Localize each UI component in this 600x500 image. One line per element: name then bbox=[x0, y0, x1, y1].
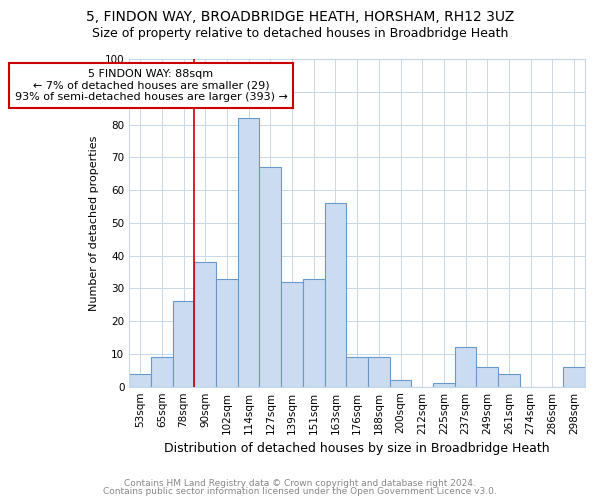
Bar bbox=[194, 262, 216, 386]
Bar bbox=[498, 374, 520, 386]
Text: 5 FINDON WAY: 88sqm
← 7% of detached houses are smaller (29)
93% of semi-detache: 5 FINDON WAY: 88sqm ← 7% of detached hou… bbox=[14, 69, 287, 102]
Text: Contains public sector information licensed under the Open Government Licence v3: Contains public sector information licen… bbox=[103, 487, 497, 496]
Bar bbox=[563, 367, 585, 386]
Bar bbox=[346, 357, 368, 386]
X-axis label: Distribution of detached houses by size in Broadbridge Heath: Distribution of detached houses by size … bbox=[164, 442, 550, 455]
Text: Contains HM Land Registry data © Crown copyright and database right 2024.: Contains HM Land Registry data © Crown c… bbox=[124, 478, 476, 488]
Bar bbox=[389, 380, 412, 386]
Bar bbox=[216, 278, 238, 386]
Bar bbox=[325, 203, 346, 386]
Bar bbox=[259, 167, 281, 386]
Text: Size of property relative to detached houses in Broadbridge Heath: Size of property relative to detached ho… bbox=[92, 28, 508, 40]
Bar bbox=[238, 118, 259, 386]
Bar bbox=[303, 278, 325, 386]
Y-axis label: Number of detached properties: Number of detached properties bbox=[89, 135, 99, 310]
Bar bbox=[173, 302, 194, 386]
Bar bbox=[151, 357, 173, 386]
Bar bbox=[129, 374, 151, 386]
Bar bbox=[476, 367, 498, 386]
Bar bbox=[368, 357, 389, 386]
Bar bbox=[455, 348, 476, 387]
Text: 5, FINDON WAY, BROADBRIDGE HEATH, HORSHAM, RH12 3UZ: 5, FINDON WAY, BROADBRIDGE HEATH, HORSHA… bbox=[86, 10, 514, 24]
Bar bbox=[433, 384, 455, 386]
Bar bbox=[281, 282, 303, 387]
